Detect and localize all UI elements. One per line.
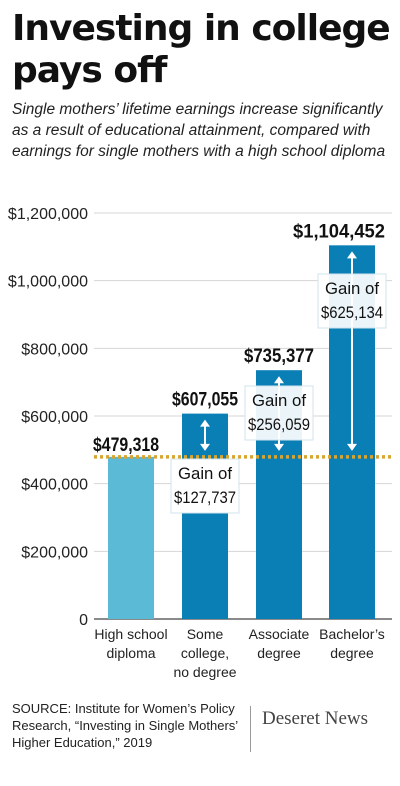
y-tick-label: $200,000: [21, 544, 88, 561]
value-labels: $479,318 $607,055 $735,377 $1,104,452: [93, 221, 385, 456]
gain-label: Gain of: [178, 464, 232, 483]
bar-chart: 0 $200,000 $400,000 $600,000 $800,000 $1,000,…: [8, 206, 392, 680]
y-tick-label: $1,200,000: [8, 206, 88, 223]
gain-annotations: Gain of $127,737 Gain of $256,059 Gain of $62…: [170, 251, 387, 514]
x-axis-labels: High school diploma Some college, no degree A…: [94, 626, 384, 680]
x-tick-label: Bachelor’s: [319, 626, 385, 642]
value-label: $735,377: [244, 346, 314, 367]
y-tick-label: $1,000,000: [8, 274, 88, 291]
arrow-down-icon: [274, 443, 284, 451]
y-tick-label: $400,000: [21, 477, 88, 494]
x-tick-label: degree: [257, 645, 301, 661]
footer-divider: [250, 706, 251, 752]
bar: [108, 456, 154, 619]
x-tick-label: no degree: [173, 664, 236, 680]
value-label: $607,055: [172, 390, 238, 411]
gain-arrow: [200, 419, 210, 451]
gain-label-box: [170, 458, 240, 514]
source-note: SOURCE: Institute for Women’s Policy Res…: [12, 701, 238, 750]
value-label: $1,104,452: [293, 221, 385, 242]
arrow-down-icon: [347, 443, 357, 451]
gain-label: Gain of: [325, 279, 379, 298]
chart-title: Investing in college pays off: [12, 8, 391, 91]
deseret-news-logo: Deseret News: [262, 708, 369, 729]
arrow-up-icon: [274, 376, 284, 384]
x-tick-label: degree: [330, 645, 374, 661]
arrow-down-icon: [200, 443, 210, 451]
gain-label: Gain of: [252, 391, 306, 410]
x-tick-label: High school: [94, 626, 167, 642]
y-tick-label: $600,000: [21, 409, 88, 426]
y-axis-ticks: 0 $200,000 $400,000 $600,000 $800,000 $1,000,…: [8, 206, 88, 629]
y-tick-label: $800,000: [21, 341, 88, 358]
value-label: $479,318: [93, 435, 159, 456]
chart-subtitle: Single mothers’ lifetime earnings increa…: [12, 101, 386, 160]
x-tick-label: diploma: [106, 645, 155, 661]
gain-label-box: [244, 385, 314, 441]
x-tick-label: college,: [181, 645, 229, 661]
gain-label: $127,737: [174, 488, 236, 507]
arrow-up-icon: [200, 419, 210, 427]
x-tick-label: Some: [187, 626, 224, 642]
gain-label: $256,059: [248, 415, 310, 434]
arrow-up-icon: [347, 251, 357, 259]
gain-label-box: [317, 273, 387, 329]
y-tick-label: 0: [79, 612, 88, 629]
gain-label: $625,134: [321, 303, 383, 322]
x-tick-label: Associate: [249, 626, 310, 642]
